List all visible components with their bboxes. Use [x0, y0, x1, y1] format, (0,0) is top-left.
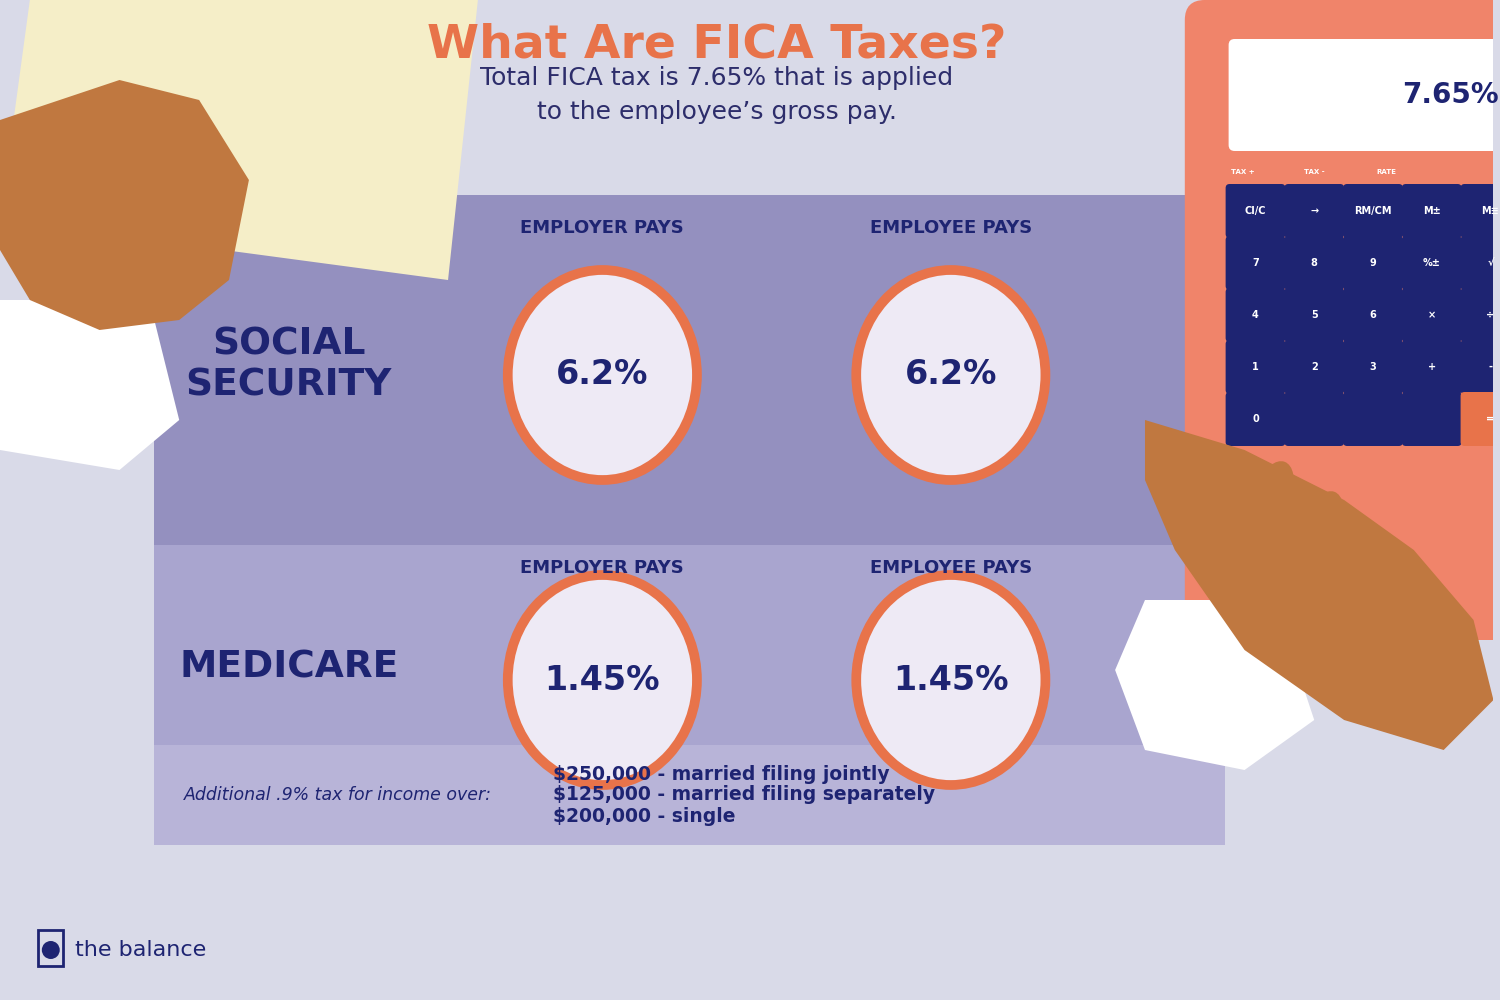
FancyBboxPatch shape: [1284, 236, 1344, 290]
FancyBboxPatch shape: [1284, 392, 1344, 446]
FancyBboxPatch shape: [1342, 236, 1402, 290]
Text: M±: M±: [1424, 206, 1440, 216]
FancyBboxPatch shape: [1284, 288, 1344, 342]
Text: →: →: [1310, 206, 1318, 216]
Text: Additional .9% tax for income over:: Additional .9% tax for income over:: [184, 786, 492, 804]
FancyBboxPatch shape: [1402, 392, 1461, 446]
FancyBboxPatch shape: [1461, 340, 1500, 394]
Ellipse shape: [1305, 491, 1344, 549]
Text: 9: 9: [1370, 258, 1377, 268]
Text: EMPLOYEE PAYS: EMPLOYEE PAYS: [870, 559, 1032, 577]
Text: -: -: [1488, 362, 1492, 372]
Text: TAX -: TAX -: [1304, 169, 1324, 175]
Text: ×: ×: [1428, 310, 1436, 320]
Text: 7.65%: 7.65%: [1402, 81, 1498, 109]
Text: 0: 0: [1252, 414, 1258, 424]
Polygon shape: [140, 120, 238, 250]
Text: $250,000 - married filing jointly: $250,000 - married filing jointly: [552, 766, 890, 784]
FancyBboxPatch shape: [1461, 236, 1500, 290]
Text: 5: 5: [1311, 310, 1317, 320]
Text: 6: 6: [1370, 310, 1377, 320]
Text: EMPLOYEE PAYS: EMPLOYEE PAYS: [870, 219, 1032, 237]
FancyBboxPatch shape: [1185, 0, 1500, 640]
Ellipse shape: [856, 270, 1046, 480]
FancyBboxPatch shape: [1284, 340, 1344, 394]
FancyBboxPatch shape: [1226, 288, 1286, 342]
FancyBboxPatch shape: [1226, 340, 1286, 394]
Text: EMPLOYER PAYS: EMPLOYER PAYS: [520, 559, 684, 577]
Text: %±: %±: [1424, 258, 1440, 268]
Ellipse shape: [509, 575, 698, 785]
FancyBboxPatch shape: [1402, 340, 1461, 394]
FancyBboxPatch shape: [154, 545, 1224, 745]
Text: 6.2%: 6.2%: [556, 359, 648, 391]
FancyBboxPatch shape: [1342, 184, 1402, 238]
Text: 6.2%: 6.2%: [904, 359, 998, 391]
Text: 1: 1: [1252, 362, 1258, 372]
Text: =: =: [1486, 414, 1494, 424]
Text: What Are FICA Taxes?: What Are FICA Taxes?: [427, 22, 1006, 67]
FancyBboxPatch shape: [1226, 392, 1286, 446]
Ellipse shape: [856, 575, 1046, 785]
Text: $200,000 - single: $200,000 - single: [552, 808, 735, 826]
Text: 3: 3: [1370, 362, 1377, 372]
FancyBboxPatch shape: [1461, 392, 1500, 446]
Text: the balance: the balance: [75, 940, 206, 960]
FancyBboxPatch shape: [1402, 184, 1461, 238]
FancyBboxPatch shape: [1342, 392, 1402, 446]
Polygon shape: [1114, 600, 1314, 770]
Text: ÷: ÷: [1486, 310, 1494, 320]
Ellipse shape: [1354, 531, 1394, 589]
Polygon shape: [1144, 420, 1494, 750]
Text: 1.45%: 1.45%: [544, 664, 660, 696]
Polygon shape: [0, 300, 178, 470]
Polygon shape: [0, 80, 249, 330]
Text: $125,000 - married filing separately: $125,000 - married filing separately: [552, 786, 934, 804]
FancyBboxPatch shape: [1342, 288, 1402, 342]
Ellipse shape: [1256, 461, 1293, 519]
FancyBboxPatch shape: [1402, 288, 1461, 342]
FancyBboxPatch shape: [1342, 340, 1402, 394]
FancyBboxPatch shape: [1461, 184, 1500, 238]
FancyBboxPatch shape: [1226, 184, 1286, 238]
Text: RM/CM: RM/CM: [1354, 206, 1392, 216]
Text: SOCIAL
SECURITY: SOCIAL SECURITY: [186, 327, 392, 403]
Ellipse shape: [509, 270, 698, 480]
FancyBboxPatch shape: [1226, 236, 1286, 290]
Text: 1.45%: 1.45%: [892, 664, 1008, 696]
Text: M≡: M≡: [1482, 206, 1500, 216]
Ellipse shape: [42, 941, 60, 959]
FancyBboxPatch shape: [1284, 184, 1344, 238]
Text: Total FICA tax is 7.65% that is applied
to the employee’s gross pay.: Total FICA tax is 7.65% that is applied …: [480, 66, 954, 124]
Text: EMPLOYER PAYS: EMPLOYER PAYS: [520, 219, 684, 237]
Text: 7: 7: [1252, 258, 1258, 268]
FancyBboxPatch shape: [1461, 288, 1500, 342]
Text: √: √: [1486, 258, 1494, 268]
Text: MEDICARE: MEDICARE: [178, 650, 399, 686]
FancyBboxPatch shape: [154, 745, 1224, 845]
Text: 2: 2: [1311, 362, 1317, 372]
Text: CI/C: CI/C: [1245, 206, 1266, 216]
Text: RATE: RATE: [1376, 169, 1396, 175]
Text: TAX +: TAX +: [1230, 169, 1254, 175]
FancyBboxPatch shape: [154, 195, 1224, 545]
Polygon shape: [0, 0, 478, 280]
Text: 8: 8: [1311, 258, 1317, 268]
FancyBboxPatch shape: [1402, 236, 1461, 290]
Text: 4: 4: [1252, 310, 1258, 320]
Text: +: +: [1428, 362, 1436, 372]
FancyBboxPatch shape: [1228, 39, 1500, 151]
